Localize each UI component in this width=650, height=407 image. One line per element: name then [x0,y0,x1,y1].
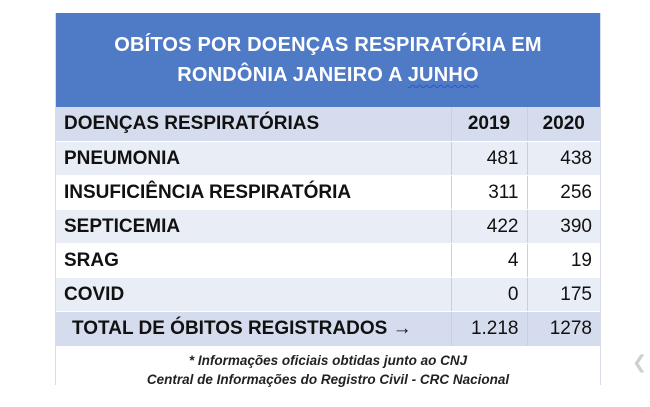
row-2020: 390 [526,209,600,244]
header-disease: DOENÇAS RESPIRATÓRIAS [56,107,451,142]
row-name: SRAG [56,243,451,278]
table-row: PNEUMONIA 481 438 [56,141,600,176]
row-2020: 256 [526,175,600,210]
row-name: INSUFICIÊNCIA RESPIRATÓRIA [56,175,451,210]
row-name: PNEUMONIA [56,141,451,176]
source-note: * Informações oficiais obtidas junto ao … [56,347,600,389]
row-2019: 422 [450,209,527,244]
row-2020: 438 [526,141,600,176]
source-note-line-1: * Informações oficiais obtidas junto ao … [188,353,468,368]
title-line-2-underlined: JUNHO [407,64,479,86]
table-row: COVID 0 175 [56,277,600,312]
total-2020: 1278 [526,311,600,347]
total-label: TOTAL DE ÓBITOS REGISTRADOS → [56,311,451,347]
table-header-row: DOENÇAS RESPIRATÓRIAS 2019 2020 [56,107,600,142]
table-title: OBÍTOS POR DOENÇAS RESPIRATÓRIA EM RONDÔ… [56,13,600,107]
title-line-2: RONDÔNIA JANEIRO A JUNHO [177,60,479,90]
row-name: COVID [56,277,451,312]
source-note-line-2: Central de Informações do Registro Civil… [146,372,510,387]
row-2019: 4 [450,243,527,278]
table-total-row: TOTAL DE ÓBITOS REGISTRADOS → 1.218 1278 [56,311,600,347]
row-2019: 481 [450,141,527,176]
header-2019: 2019 [450,107,527,142]
title-line-1: OBÍTOS POR DOENÇAS RESPIRATÓRIA EM [114,34,542,56]
row-name: SEPTICEMIA [56,209,451,244]
total-2019: 1.218 [450,311,527,347]
title-line-2-prefix: RONDÔNIA JANEIRO A [177,64,408,86]
table-row: SRAG 4 19 [56,243,600,278]
chevron-left-icon[interactable]: ❮ [632,352,648,372]
table-row: SEPTICEMIA 422 390 [56,209,600,244]
deaths-table: DOENÇAS RESPIRATÓRIAS 2019 2020 PNEUMONI… [56,107,600,347]
table-row: INSUFICIÊNCIA RESPIRATÓRIA 311 256 [56,175,600,210]
row-2019: 311 [450,175,527,210]
row-2020: 175 [526,277,600,312]
row-2019: 0 [450,277,527,312]
row-2020: 19 [526,243,600,278]
header-2020: 2020 [526,107,600,142]
data-card: OBÍTOS POR DOENÇAS RESPIRATÓRIA EM RONDÔ… [55,13,601,387]
